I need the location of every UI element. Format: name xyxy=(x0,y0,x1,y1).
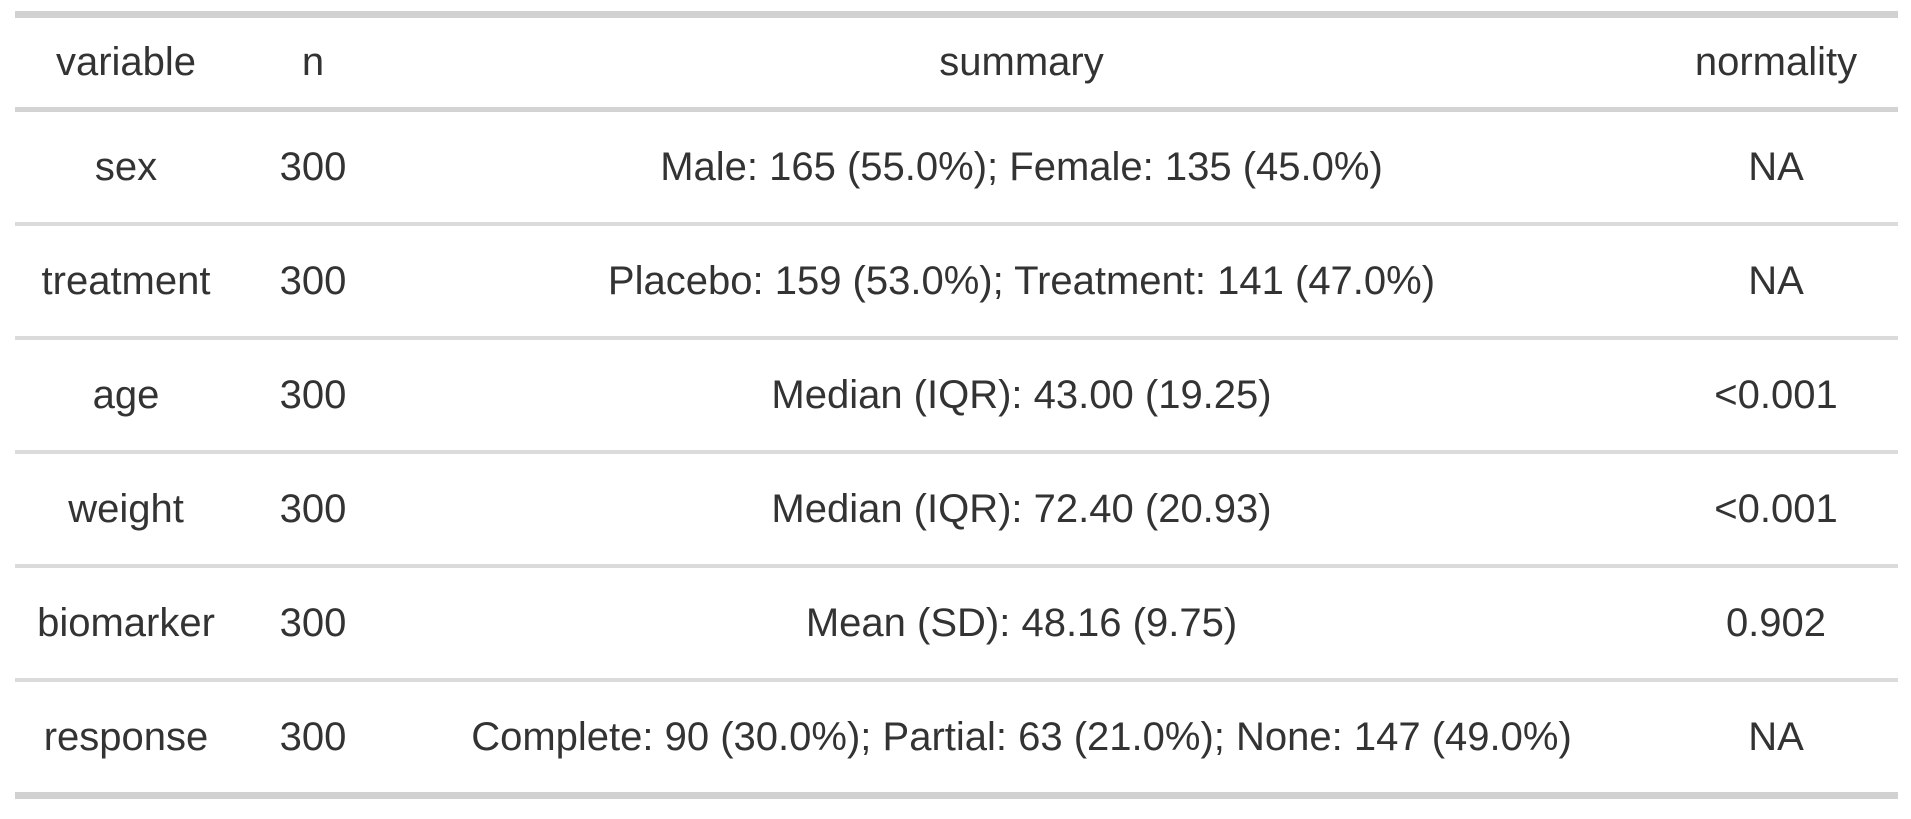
table-body: sex 300 Male: 165 (55.0%); Female: 135 (… xyxy=(15,110,1898,796)
column-header-n: n xyxy=(237,14,389,112)
cell-summary: Placebo: 159 (53.0%); Treatment: 141 (47… xyxy=(389,222,1654,338)
cell-variable: weight xyxy=(15,450,237,566)
cell-normality: NA xyxy=(1654,678,1898,796)
cell-variable: response xyxy=(15,678,237,796)
cell-variable: sex xyxy=(94,144,158,189)
cell-variable: treatment xyxy=(15,222,237,338)
cell-variable: biomarker xyxy=(15,564,237,680)
summary-statistics-table: variable n summary normality sex 300 Mal… xyxy=(15,11,1898,799)
table-row: response 300 Complete: 90 (30.0%); Parti… xyxy=(15,678,1898,796)
cell-summary: Complete: 90 (30.0%); Partial: 63 (21.0%… xyxy=(389,678,1654,796)
header-row: variable n summary normality xyxy=(15,14,1898,112)
column-header-summary: summary xyxy=(389,14,1654,112)
table-row: biomarker 300 Mean (SD): 48.16 (9.75) 0.… xyxy=(15,564,1898,680)
cell-normality: <0.001 xyxy=(1654,336,1898,452)
cell-n: 300 xyxy=(237,678,389,796)
cell-n: 300 xyxy=(237,450,389,566)
cell-n: 300 xyxy=(237,336,389,452)
cell-summary: Median (IQR): 72.40 (20.93) xyxy=(389,450,1654,566)
cell-summary: Median (IQR): 43.00 (19.25) xyxy=(389,336,1654,452)
cell-normality: 0.902 xyxy=(1654,564,1898,680)
column-header-variable: variable xyxy=(15,14,237,112)
summary-table-container: variable n summary normality sex 300 Mal… xyxy=(15,11,1898,799)
cell-normality: NA xyxy=(1654,222,1898,338)
table-header: variable n summary normality xyxy=(15,14,1898,112)
cell-n: 300 xyxy=(237,222,389,338)
cell-summary: Mean (SD): 48.16 (9.75) xyxy=(389,564,1654,680)
cell-normality: <0.001 xyxy=(1654,450,1898,566)
table-row: age 300 Median (IQR): 43.00 (19.25) <0.0… xyxy=(15,336,1898,452)
table-row: weight 300 Median (IQR): 72.40 (20.93) <… xyxy=(15,450,1898,566)
table-row: treatment 300 Placebo: 159 (53.0%); Trea… xyxy=(15,222,1898,338)
cell-variable: age xyxy=(15,336,237,452)
cell-n: 300 xyxy=(279,144,347,189)
cell-n: 300 xyxy=(237,564,389,680)
table-row: sex 300 Male: 165 (55.0%); Female: 135 (… xyxy=(15,110,1898,225)
cell-summary: Male: 165 (55.0%); Female: 135 (45.0%) xyxy=(660,144,1383,189)
cell-normality: NA xyxy=(1748,144,1804,189)
column-header-normality: normality xyxy=(1654,14,1898,112)
